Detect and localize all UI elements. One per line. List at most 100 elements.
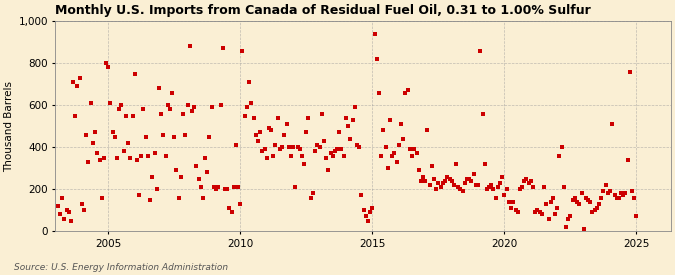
Point bbox=[182, 103, 193, 107]
Point bbox=[281, 122, 292, 126]
Point bbox=[114, 107, 125, 112]
Text: Monthly U.S. Imports from Canada of Residual Fuel Oil, 0.31 to 1.00% Sulfur: Monthly U.S. Imports from Canada of Resi… bbox=[55, 4, 591, 17]
Point bbox=[270, 143, 281, 147]
Point bbox=[70, 114, 81, 118]
Point bbox=[591, 206, 602, 210]
Point bbox=[65, 219, 76, 223]
Point bbox=[614, 195, 624, 200]
Point bbox=[367, 206, 378, 210]
Point bbox=[83, 160, 94, 164]
Point bbox=[254, 130, 265, 135]
Point bbox=[371, 57, 382, 61]
Point bbox=[202, 170, 213, 175]
Point bbox=[294, 147, 305, 152]
Point bbox=[299, 162, 310, 166]
Point bbox=[441, 174, 452, 179]
Point bbox=[132, 158, 142, 162]
Point bbox=[547, 195, 558, 200]
Point bbox=[101, 61, 111, 65]
Point bbox=[198, 195, 209, 200]
Point bbox=[541, 202, 551, 206]
Point bbox=[191, 164, 202, 168]
Point bbox=[149, 151, 160, 156]
Point bbox=[169, 134, 180, 139]
Point bbox=[138, 107, 148, 112]
Point bbox=[468, 172, 479, 177]
Point bbox=[107, 130, 118, 135]
Point bbox=[402, 88, 413, 93]
Point bbox=[537, 212, 547, 217]
Point bbox=[180, 132, 191, 137]
Point bbox=[545, 200, 556, 204]
Point bbox=[570, 195, 580, 200]
Point bbox=[217, 46, 228, 51]
Point bbox=[193, 177, 204, 181]
Point bbox=[560, 225, 571, 229]
Point bbox=[235, 202, 246, 206]
Point bbox=[497, 174, 508, 179]
Point bbox=[431, 187, 441, 191]
Point bbox=[517, 185, 528, 189]
Point bbox=[534, 210, 545, 214]
Point bbox=[607, 122, 618, 126]
Point bbox=[314, 145, 325, 149]
Point bbox=[554, 153, 565, 158]
Point bbox=[400, 90, 411, 95]
Point bbox=[616, 191, 626, 196]
Point bbox=[420, 178, 431, 183]
Point bbox=[266, 128, 277, 133]
Point bbox=[389, 151, 400, 156]
Point bbox=[521, 177, 532, 181]
Point bbox=[211, 187, 221, 191]
Point bbox=[332, 147, 343, 152]
Point bbox=[292, 145, 303, 149]
Point bbox=[593, 202, 604, 206]
Point bbox=[585, 200, 595, 204]
Point bbox=[415, 178, 426, 183]
Point bbox=[530, 210, 541, 214]
Point bbox=[160, 153, 171, 158]
Point bbox=[279, 132, 290, 137]
Point bbox=[286, 153, 296, 158]
Point bbox=[162, 103, 173, 107]
Point bbox=[451, 162, 462, 166]
Point bbox=[154, 86, 165, 90]
Point bbox=[378, 128, 389, 133]
Point bbox=[580, 195, 591, 200]
Point bbox=[240, 114, 250, 118]
Point bbox=[380, 145, 391, 149]
Point bbox=[207, 105, 217, 109]
Point bbox=[528, 185, 539, 189]
Point bbox=[204, 134, 215, 139]
Point bbox=[596, 195, 607, 200]
Point bbox=[95, 158, 105, 162]
Point bbox=[514, 187, 525, 191]
Point bbox=[446, 178, 457, 183]
Point bbox=[284, 145, 294, 149]
Point bbox=[427, 164, 437, 168]
Point bbox=[103, 65, 113, 70]
Point bbox=[629, 195, 640, 200]
Point bbox=[631, 214, 642, 219]
Point bbox=[510, 208, 521, 212]
Point bbox=[365, 210, 376, 214]
Point bbox=[411, 151, 422, 156]
Point bbox=[63, 210, 74, 214]
Point bbox=[338, 153, 349, 158]
Point bbox=[618, 193, 628, 198]
Point bbox=[336, 147, 347, 152]
Point bbox=[116, 103, 127, 107]
Point bbox=[462, 177, 472, 181]
Point bbox=[506, 206, 516, 210]
Point bbox=[226, 210, 237, 214]
Point bbox=[609, 193, 620, 198]
Point bbox=[90, 130, 101, 135]
Point bbox=[362, 219, 373, 223]
Point bbox=[111, 155, 122, 160]
Point bbox=[429, 177, 439, 181]
Point bbox=[125, 155, 136, 160]
Point bbox=[525, 178, 536, 183]
Point bbox=[127, 114, 138, 118]
Point bbox=[387, 153, 398, 158]
Point bbox=[334, 130, 345, 135]
